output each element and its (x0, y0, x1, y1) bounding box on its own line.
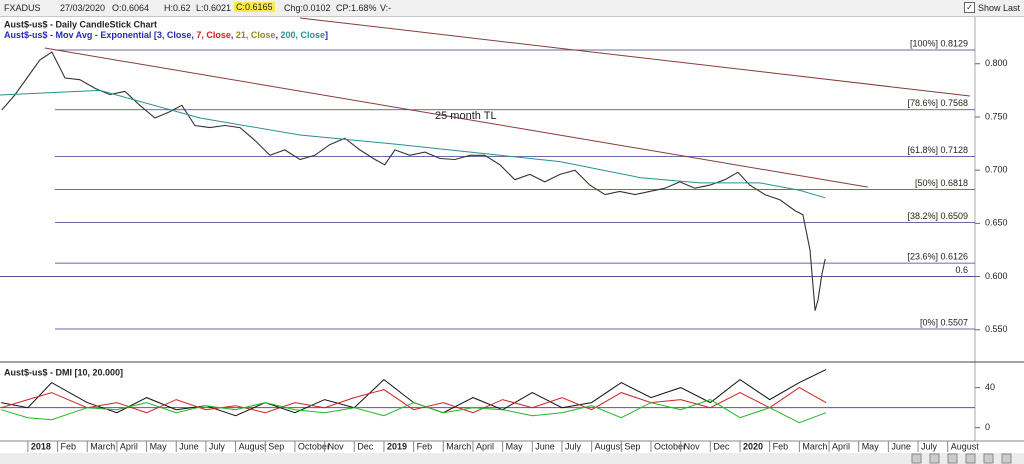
scroll-button[interactable] (983, 453, 994, 464)
x-tick-label: Nov (328, 441, 345, 451)
x-tick-label: March (446, 441, 471, 451)
x-tick-label: May (862, 441, 880, 451)
ma-legend: Aust$-us$ - Mov Avg - Exponential [3, Cl… (4, 30, 328, 40)
y-tick-label: 0.700 (985, 165, 1008, 175)
symbol: FXADUS (4, 3, 41, 13)
high: H:0.62 (164, 3, 191, 13)
x-tick-label: Feb (417, 441, 433, 451)
legend-item: 21, Close (236, 30, 276, 40)
legend-item: 7, Close (196, 30, 231, 40)
checkbox[interactable]: ✓ (963, 2, 975, 13)
series-line (0, 89, 826, 199)
fib-label: [78.6%] 0.7568 (907, 98, 968, 108)
open: O:0.6064 (112, 3, 150, 13)
x-tick-label: 2020 (743, 441, 763, 451)
x-tick-label: June (535, 441, 555, 451)
trend-line (44, 47, 868, 188)
show-last[interactable]: ✓ Show Last (963, 2, 1020, 13)
legend-separator: , (231, 30, 236, 40)
chart: 0.550 0.600 0.650 0.700 0.750 0.800 [100%] 0.8… (0, 17, 1024, 464)
scroll-button[interactable] (911, 453, 922, 464)
panel-title: Aust$-us$ - Daily CandleStick Chart (4, 19, 157, 29)
panel-title: Aust$-us$ - DMI [10, 20.000] (4, 367, 123, 377)
x-tick-label: April (832, 441, 850, 451)
legend-item: 3, Close (157, 30, 192, 40)
level-label: 0.6 (955, 265, 968, 275)
change: Chg:0.0102 (284, 3, 331, 13)
x-tick-label: May (506, 441, 524, 451)
x-tick-label: June (179, 441, 199, 451)
legend-prefix: Aust$-us$ - Mov Avg - Exponential [ (4, 30, 157, 40)
toolbar: FXADUS 27/03/2020 O:0.6064 H:0.62 L:0.60… (0, 0, 1024, 17)
x-tick-label: March (90, 441, 115, 451)
y-tick-label: 40 (985, 382, 995, 392)
legend-separator: , (275, 30, 280, 40)
trend-line (299, 17, 971, 97)
series-line (1, 387, 827, 414)
fib-label: [38.2%] 0.6509 (907, 211, 968, 221)
annotation: 25 month TL (435, 110, 497, 122)
x-tick-label: May (150, 441, 168, 451)
x-tick-label: July (565, 441, 582, 451)
x-tick-label: Feb (61, 441, 77, 451)
y-tick-label: 0 (985, 422, 990, 432)
change-pct: CP:1.68% (336, 3, 377, 13)
x-tick-label: March (802, 441, 827, 451)
series-line (1, 51, 826, 311)
scroll-button[interactable] (929, 453, 940, 464)
fib-label: [100%] 0.8129 (910, 38, 968, 48)
x-tick-label: October (298, 441, 330, 451)
date: 27/03/2020 (60, 3, 106, 13)
x-tick-label: October (654, 441, 686, 451)
x-tick-label: June (891, 441, 911, 451)
x-tick-label: April (476, 441, 494, 451)
legend-separator: , (191, 30, 196, 40)
series-line (1, 399, 827, 424)
x-tick-label: Sep (268, 441, 284, 451)
y-tick-label: 0.750 (985, 111, 1008, 121)
y-tick-label: 0.600 (985, 271, 1008, 281)
x-tick-label: Nov (684, 441, 701, 451)
x-tick-label: April (120, 441, 138, 451)
x-tick-label: August (595, 441, 624, 451)
legend-suffix: ] (325, 30, 328, 40)
scroll-button[interactable] (965, 453, 976, 464)
legend-item: 200, Close (280, 30, 325, 40)
x-tick-label: 2018 (31, 441, 51, 451)
x-tick-label: Dec (713, 441, 730, 451)
x-tick-label: August (951, 441, 980, 451)
y-tick-label: 0.800 (985, 58, 1008, 68)
volume: V:- (380, 3, 392, 13)
y-tick-label: 0.650 (985, 218, 1008, 228)
scroll-button[interactable] (947, 453, 958, 464)
x-tick-label: July (921, 441, 938, 451)
scroll-button[interactable] (1001, 453, 1012, 464)
x-tick-label: Dec (357, 441, 374, 451)
x-tick-label: July (209, 441, 226, 451)
x-tick-label: 2019 (387, 441, 407, 451)
low: L:0.6021 (196, 3, 232, 13)
y-tick-label: 0.550 (985, 324, 1008, 334)
x-tick-label: Feb (773, 441, 789, 451)
x-tick-label: August (239, 441, 268, 451)
fib-label: [61.8%] 0.7128 (907, 145, 968, 155)
fib-label: [50%] 0.6818 (915, 178, 968, 188)
background (0, 17, 1024, 464)
close: C:0.6165 (234, 2, 275, 12)
x-tick-label: Sep (624, 441, 640, 451)
fib-label: [23.6%] 0.6126 (907, 252, 968, 262)
scrollbar[interactable] (0, 453, 1024, 464)
show-last-label: Show Last (977, 2, 1020, 13)
fib-label: [0%] 0.5507 (920, 317, 968, 327)
